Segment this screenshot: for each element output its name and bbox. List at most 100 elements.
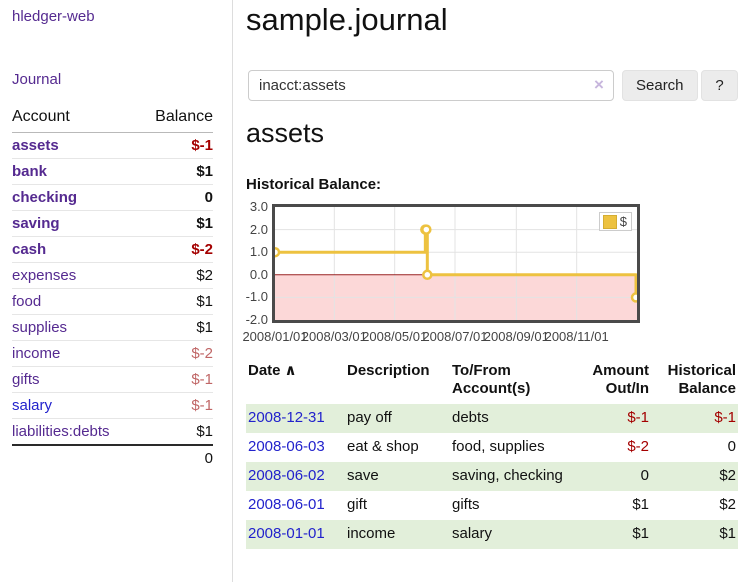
account-column-header: Account (12, 102, 139, 133)
chart-point[interactable] (275, 246, 281, 258)
account-link[interactable]: checking (12, 189, 78, 206)
account-link[interactable]: assets (12, 137, 59, 154)
transaction-date-cell: 2008-01-01 (246, 520, 345, 549)
account-row: gifts $-1 (12, 366, 213, 393)
transaction-balance: $2 (719, 496, 736, 513)
transaction-date-link[interactable]: 2008-06-03 (248, 438, 325, 455)
account-row: saving $1 (12, 210, 213, 237)
x-tick-label: 2008/07/01 (422, 329, 488, 344)
account-name-cell: assets (12, 132, 139, 159)
header-line: To/From (452, 362, 511, 379)
historical-balance-chart: $ 3.0 2.0 1.0 0.0 -1.0 -2.0 2008/01/01 2008/03… (236, 199, 736, 350)
transaction-description: income (347, 525, 396, 542)
x-tick-label: 2008/09/01 (483, 329, 549, 344)
transaction-balance: $2 (719, 467, 736, 484)
account-balance: $-2 (138, 340, 213, 367)
transaction-balance: 0 (727, 438, 736, 455)
spacer-cell (12, 444, 139, 471)
account-heading: assets (246, 118, 325, 148)
transaction-date-link[interactable]: 2008-01-01 (248, 525, 325, 542)
help-button[interactable]: ? (701, 70, 738, 101)
account-link[interactable]: bank (12, 163, 48, 180)
chart-point[interactable] (421, 224, 432, 235)
account-link[interactable]: supplies (12, 319, 68, 336)
x-tick-label: 2008/05/01 (362, 329, 428, 344)
account-name-cell: income (12, 340, 139, 367)
date-header-label: Date (248, 362, 281, 379)
accounts-table-body: assets $-1 bank $1 checking 0 saving $1 … (12, 132, 213, 446)
account-link[interactable]: income (12, 345, 61, 362)
account-row: checking 0 (12, 184, 213, 211)
transaction-date-cell: 2008-06-01 (246, 491, 345, 520)
chart-point[interactable] (630, 292, 637, 303)
transaction-amount: $1 (632, 496, 649, 513)
transaction-amount: 0 (640, 467, 649, 484)
transaction-amount: $-2 (627, 438, 649, 455)
account-link[interactable]: salary (12, 397, 53, 414)
account-row: expenses $2 (12, 262, 213, 289)
sidebar-divider (232, 0, 233, 582)
transaction-row: 2008-12-31 pay off debts $-1 $-1 (246, 404, 738, 433)
search-button[interactable]: Search (622, 70, 698, 101)
account-link[interactable]: liabilities:debts (12, 423, 110, 440)
transaction-date-link[interactable]: 2008-12-31 (248, 409, 325, 426)
chart-point[interactable] (422, 269, 433, 281)
description-column-header: Description (345, 360, 450, 404)
account-link[interactable]: food (12, 293, 42, 310)
account-balance: $1 (138, 158, 213, 185)
account-name-cell: salary (12, 392, 139, 419)
account-row: bank $1 (12, 158, 213, 185)
y-tick-label: 1.0 (249, 244, 268, 260)
account-name-cell: bank (12, 158, 139, 185)
search-input[interactable] (248, 70, 614, 101)
transaction-row: 2008-06-01 gift gifts $1 $2 (246, 491, 738, 520)
balance-column-header: Balance (138, 102, 213, 133)
transaction-accounts: salary (452, 525, 493, 542)
transaction-amount: $1 (632, 525, 649, 542)
account-row: food $1 (12, 288, 213, 315)
date-column-header[interactable]: Date ∧ (246, 360, 345, 404)
account-row: assets $-1 (12, 132, 213, 159)
transaction-accounts: saving, checking (452, 467, 563, 484)
y-tick-label: 3.0 (249, 199, 268, 214)
clear-search-icon[interactable]: × (594, 75, 604, 94)
account-link[interactable]: saving (12, 215, 60, 232)
sidebar-item-journal[interactable]: Journal (12, 71, 62, 88)
account-balance: $1 (138, 314, 213, 341)
account-row: cash $-2 (12, 236, 213, 263)
account-name-cell: gifts (12, 366, 139, 393)
account-link[interactable]: cash (12, 241, 47, 258)
account-name-cell: checking (12, 184, 139, 211)
transaction-date-link[interactable]: 2008-06-02 (248, 467, 325, 484)
header-line: Amount (592, 362, 649, 379)
account-name-cell: expenses (12, 262, 139, 289)
account-balance: 0 (138, 184, 213, 211)
account-row: liabilities:debts $1 (12, 418, 213, 446)
chart-canvas (275, 207, 637, 320)
account-balance: $-1 (138, 392, 213, 419)
transaction-row: 2008-06-02 save saving, checking 0 $2 (246, 462, 738, 491)
y-tick-label: 2.0 (249, 221, 268, 237)
header-line: Historical (667, 362, 736, 379)
series-label: $ (619, 214, 627, 229)
brand-link[interactable]: hledger-web (12, 8, 95, 25)
transaction-accounts: food, supplies (452, 438, 545, 455)
register-table: Date ∧ Description To/From Account(s) Amo… (246, 360, 738, 549)
chart-title: Historical Balance: (246, 176, 382, 193)
sort-ascending-icon: ∧ (284, 362, 297, 379)
account-link[interactable]: expenses (12, 267, 77, 284)
transaction-description: save (347, 467, 379, 484)
transaction-accounts: debts (452, 409, 489, 426)
chart-plot-area: $ (272, 204, 640, 323)
y-tick-label: 0.0 (249, 266, 268, 282)
account-balance: $1 (138, 210, 213, 237)
account-name-cell: saving (12, 210, 139, 237)
account-link[interactable]: gifts (12, 371, 40, 388)
transaction-description: pay off (347, 409, 392, 426)
accounts-header-row: Account Balance (12, 102, 213, 133)
header-line: Account(s) (452, 380, 531, 397)
transaction-row: 2008-01-01 income salary $1 $1 (246, 520, 738, 549)
transaction-description: gift (347, 496, 368, 513)
transaction-date-link[interactable]: 2008-06-01 (248, 496, 325, 513)
page-title: sample.journal (246, 2, 448, 37)
